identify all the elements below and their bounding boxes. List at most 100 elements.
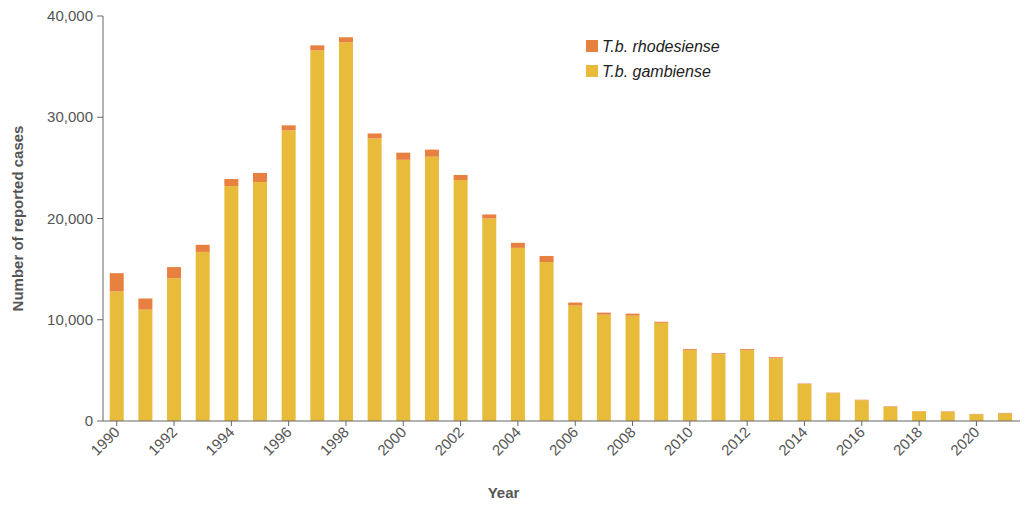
y-tick-label: 20,000 [47, 210, 93, 227]
x-tick [919, 421, 920, 426]
bar [826, 392, 840, 394]
x-tick-label: 2000 [374, 423, 410, 459]
x-tick [575, 421, 576, 426]
bar [855, 399, 869, 401]
bar [626, 314, 640, 316]
bar [626, 316, 640, 421]
bar [482, 219, 496, 422]
x-tick-label: 2020 [947, 423, 983, 459]
x-tick-label: 2016 [832, 423, 868, 459]
x-tick-label: 2002 [431, 423, 467, 459]
bar [654, 323, 668, 421]
x-tick [231, 421, 232, 426]
x-tick-label: 2008 [603, 423, 639, 459]
bar [253, 182, 267, 421]
bar [167, 278, 181, 421]
bar [110, 273, 124, 291]
y-axis-title: Number of reported cases [9, 126, 26, 312]
x-tick-label: 1990 [87, 423, 123, 459]
bar [769, 357, 783, 358]
bar [712, 353, 726, 354]
y-tick-label: 10,000 [47, 311, 93, 328]
bar [339, 42, 353, 421]
bar [482, 214, 496, 218]
x-axis-line [103, 421, 1020, 422]
bar [396, 160, 410, 421]
x-tick-label: 1996 [259, 423, 295, 459]
x-tick [345, 421, 346, 426]
x-tick [174, 421, 175, 426]
bar [167, 267, 181, 278]
y-tick-label: 30,000 [47, 108, 93, 125]
x-tick-label: 1994 [202, 423, 238, 459]
bar [912, 411, 926, 421]
bar [568, 303, 582, 306]
bar [224, 186, 238, 421]
y-tick [97, 421, 103, 422]
x-tick-label: 2004 [488, 423, 524, 459]
y-tick [97, 117, 103, 118]
bar [540, 262, 554, 421]
x-tick [517, 421, 518, 426]
bar [969, 414, 983, 421]
bar [511, 243, 525, 248]
x-tick [632, 421, 633, 426]
x-tick-label: 1992 [145, 423, 181, 459]
bar [740, 349, 754, 350]
y-tick [97, 218, 103, 219]
bar [396, 153, 410, 160]
bar [941, 412, 955, 421]
bar [339, 37, 353, 42]
bar [425, 157, 439, 421]
bar [368, 133, 382, 138]
x-tick [747, 421, 748, 426]
bar [282, 130, 296, 421]
bar [683, 349, 697, 350]
x-tick [288, 421, 289, 426]
x-tick-label: 2012 [718, 423, 754, 459]
bar [941, 411, 955, 413]
bars [110, 37, 1012, 421]
x-tick-label: 1998 [316, 423, 352, 459]
x-tick [976, 421, 977, 426]
bar [797, 383, 811, 385]
y-tick-label: 40,000 [47, 7, 93, 24]
legend: T.b. rhodesienseT.b. gambiense [586, 38, 720, 80]
bar [568, 306, 582, 421]
bar [597, 313, 611, 315]
y-tick [97, 319, 103, 320]
x-tick-label: 2010 [660, 423, 696, 459]
bar [368, 139, 382, 421]
bar [855, 400, 869, 421]
bar [224, 179, 238, 186]
y-tick [97, 16, 103, 17]
x-axis-title: Year [488, 484, 520, 501]
bar [969, 413, 983, 414]
bar [540, 256, 554, 262]
bar [282, 125, 296, 130]
bar [797, 384, 811, 421]
bar [712, 354, 726, 421]
bar [310, 45, 324, 50]
bar [912, 411, 926, 412]
x-tick-label: 2014 [775, 423, 811, 459]
bar [654, 322, 668, 323]
bar [253, 173, 267, 182]
bar [998, 413, 1012, 421]
bar [196, 245, 210, 252]
legend-swatch [586, 40, 598, 52]
y-tick-label: 0 [85, 412, 93, 429]
legend-label: T.b. rhodesiense [602, 38, 720, 55]
x-tick [403, 421, 404, 426]
bar [597, 315, 611, 421]
bar [740, 350, 754, 421]
bar [454, 175, 468, 180]
bar [883, 406, 897, 408]
x-tick-label: 2018 [890, 423, 926, 459]
bar [826, 393, 840, 421]
chart: 0 10,000 20,000 30,000 40,000 1990 1992 1994 199… [0, 0, 1030, 511]
bar [883, 407, 897, 421]
x-tick-label: 2006 [546, 423, 582, 459]
x-tick [116, 421, 117, 426]
x-tick [460, 421, 461, 426]
